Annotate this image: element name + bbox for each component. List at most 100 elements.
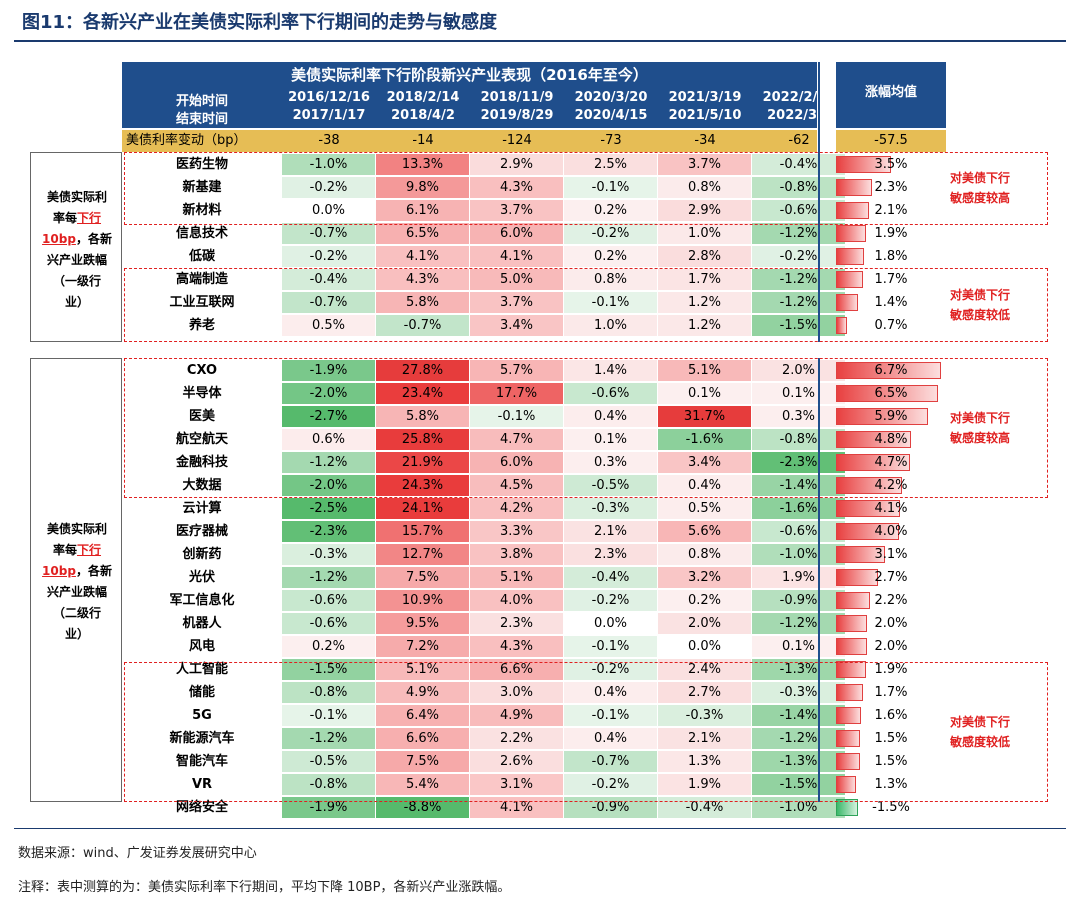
value-cell: 3.8% — [470, 544, 563, 565]
avg-databar — [836, 454, 910, 471]
industry-name: 半导体 — [182, 386, 222, 401]
value-cell: 6.6% — [470, 659, 563, 680]
value-cell: -0.9% — [564, 797, 657, 818]
value-cell: 0.4% — [564, 682, 657, 703]
table-row: 信息技术 -0.7% 6.5% 6.0% -0.2% 1.0% -1.2% 1.9% — [122, 222, 949, 245]
value-cell: -0.1% — [282, 705, 375, 726]
value-cell: -0.1% — [470, 406, 563, 427]
value-cell: 3.1% — [470, 774, 563, 795]
value-cell: 1.7% — [658, 269, 751, 290]
low-sensitivity-box-1 — [124, 268, 1048, 342]
period-end-4: 2020/4/15 — [574, 108, 648, 123]
value-cell: 0.2% — [658, 590, 751, 611]
industry-name: VR — [191, 777, 213, 792]
value-cell: -2.7% — [282, 406, 375, 427]
avg-databar — [836, 202, 869, 219]
value-cell: 0.2% — [564, 200, 657, 221]
value-cell: -1.2% — [282, 728, 375, 749]
value-cell: 9.8% — [376, 177, 469, 198]
value-cell: 0.8% — [658, 544, 751, 565]
note-high-2: 对美债下行 敏感度较高 — [950, 411, 1011, 445]
avg-value: -1.5% — [872, 800, 910, 815]
value-cell: 2.7% — [658, 682, 751, 703]
avg-databar — [836, 546, 885, 563]
table-row: 5G -0.1% 6.4% 4.9% -0.1% -0.3% -1.4% 1.6% — [122, 704, 949, 727]
value-cell: -0.6% — [752, 200, 845, 221]
avg-cell: 4.8% — [836, 428, 946, 451]
industry-name: 网络安全 — [175, 800, 228, 815]
value-cell: 4.3% — [470, 177, 563, 198]
table-row: 储能 -0.8% 4.9% 3.0% 0.4% 2.7% -0.3% 1.7% — [122, 681, 949, 704]
avg-databar — [836, 431, 911, 448]
avg-value: 1.5% — [874, 754, 908, 769]
value-cell: -0.1% — [564, 292, 657, 313]
value-cell: -1.9% — [282, 360, 375, 381]
avg-databar — [836, 523, 899, 540]
value-cell: 2.3% — [564, 544, 657, 565]
value-cell: -0.2% — [752, 246, 845, 267]
table-header: 美债实际利率下行阶段新兴产业表现（2016年至今） 开始时间 结束时间 2016… — [122, 62, 835, 128]
table-row: 光伏 -1.2% 7.5% 5.1% -0.4% 3.2% 1.9% 2.7% — [122, 566, 949, 589]
value-cell: 24.1% — [376, 498, 469, 519]
value-cell: 0.4% — [564, 728, 657, 749]
avg-databar — [836, 179, 872, 196]
yield-change-6: -62 — [788, 133, 810, 148]
avg-value: 4.2% — [874, 478, 908, 493]
value-cell: -0.6% — [282, 613, 375, 634]
value-cell: -0.6% — [282, 590, 375, 611]
value-cell: -0.3% — [564, 498, 657, 519]
value-cell: 4.0% — [470, 590, 563, 611]
table-row: 云计算 -2.5% 24.1% 4.2% -0.3% 0.5% -1.6% 4.1% — [122, 497, 949, 520]
avg-databar — [836, 248, 864, 265]
avg-cell: 1.8% — [836, 245, 946, 268]
yield-change-4: -73 — [600, 133, 622, 148]
industry-name: 智能汽车 — [175, 754, 228, 769]
avg-databar — [836, 156, 891, 173]
industry-name: 人工智能 — [175, 662, 228, 677]
value-cell: 0.5% — [658, 498, 751, 519]
value-cell: -0.1% — [564, 705, 657, 726]
value-cell: -0.9% — [752, 590, 845, 611]
table-row: VR -0.8% 5.4% 3.1% -0.2% 1.9% -1.5% 1.3% — [122, 773, 949, 796]
value-cell: 0.3% — [564, 452, 657, 473]
value-cell: -0.5% — [282, 751, 375, 772]
value-cell: -2.0% — [282, 383, 375, 404]
avg-value: 1.8% — [874, 249, 908, 264]
table-row: 金融科技 -1.2% 21.9% 6.0% 0.3% 3.4% -2.3% 4.7% — [122, 451, 949, 474]
avg-value: 1.9% — [874, 662, 908, 677]
high-sensitivity-box-1 — [124, 152, 1048, 225]
period-start-2: 2018/2/14 — [386, 90, 460, 105]
value-cell: -0.2% — [282, 177, 375, 198]
avg-cell: 1.3% — [836, 773, 946, 796]
value-cell: 4.5% — [470, 475, 563, 496]
value-cell: 2.9% — [470, 154, 563, 175]
note-low-1: 对美债下行 敏感度较低 — [950, 288, 1011, 322]
avg-cell: 3.5% — [836, 153, 946, 176]
table-row: 新基建 -0.2% 9.8% 4.3% -0.1% 0.8% -0.8% 2.3% — [122, 176, 949, 199]
value-cell: 15.7% — [376, 521, 469, 542]
value-cell: 3.4% — [658, 452, 751, 473]
value-cell: 5.4% — [376, 774, 469, 795]
value-cell: -0.7% — [282, 292, 375, 313]
industry-name: 创新药 — [182, 547, 222, 562]
value-cell: -1.4% — [752, 475, 845, 496]
table-row: 大数据 -2.0% 24.3% 4.5% -0.5% 0.4% -1.4% 4.2% — [122, 474, 949, 497]
value-cell: 3.7% — [470, 292, 563, 313]
value-cell: -0.3% — [282, 544, 375, 565]
avg-databar — [836, 569, 878, 586]
value-cell: 1.4% — [564, 360, 657, 381]
period-start-6: 2022/2/10 — [762, 90, 836, 105]
avg-cell: 1.9% — [836, 222, 946, 245]
industry-name: 医疗器械 — [175, 524, 228, 539]
column-separator — [818, 358, 820, 802]
value-cell: 3.7% — [658, 154, 751, 175]
value-cell: 4.7% — [470, 429, 563, 450]
avg-cell: 4.1% — [836, 497, 946, 520]
value-cell: -0.2% — [564, 590, 657, 611]
value-cell: 2.0% — [752, 360, 845, 381]
yield-change-3: -124 — [502, 133, 532, 148]
source-note: 数据来源：wind、广发证券发展研究中心 — [18, 846, 257, 861]
value-cell: 0.4% — [564, 406, 657, 427]
avg-cell: -1.5% — [836, 796, 946, 819]
value-cell: -0.4% — [282, 269, 375, 290]
